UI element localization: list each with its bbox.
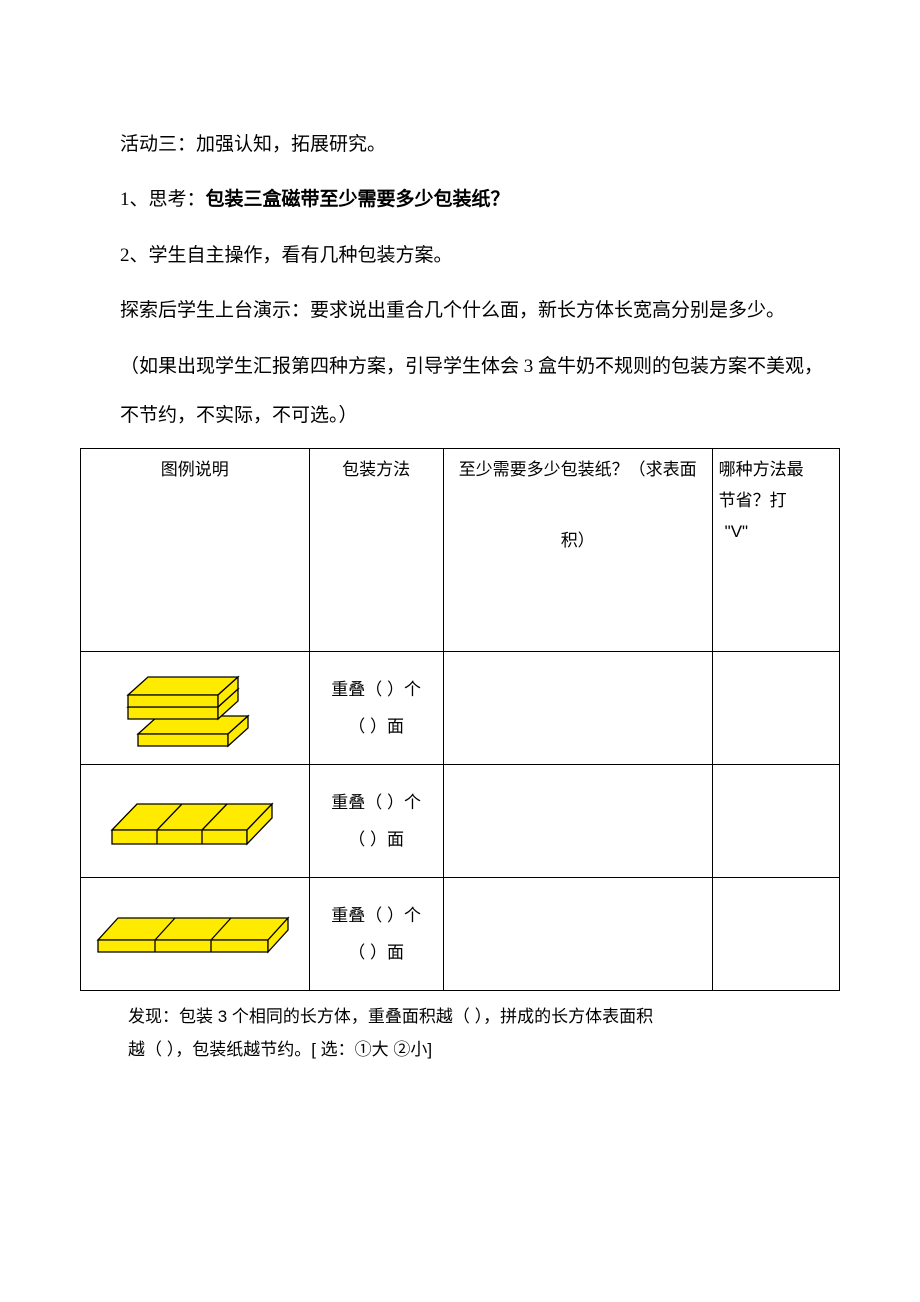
method-cell-3: 重叠（ ）个 （ ）面	[309, 878, 443, 991]
cuboid-stacked-icon	[110, 661, 280, 756]
area-cell-3	[443, 878, 712, 991]
th-best: 哪种方法最 节省？打 "V"	[712, 449, 839, 652]
th-best-l3: "V"	[719, 517, 835, 548]
best-cell-3	[712, 878, 839, 991]
question-2: 2、学生自主操作，看有几种包装方案。	[120, 231, 840, 280]
method-l1: 重叠（ ）个	[314, 897, 439, 934]
method-cell-1: 重叠（ ）个 （ ）面	[309, 652, 443, 765]
best-cell-1	[712, 652, 839, 765]
th-method: 包装方法	[309, 449, 443, 652]
method-l1: 重叠（ ）个	[314, 784, 439, 821]
q1-prefix: 1、思考：	[120, 189, 206, 210]
illus-row-long	[81, 878, 310, 991]
area-cell-1	[443, 652, 712, 765]
summary-line2: 越（ ），包装纸越节约。[ 选：①大 ②小]	[128, 1034, 800, 1066]
cuboid-row-long-icon	[90, 904, 300, 964]
th-area-l1: 至少需要多少包装纸？（求表面	[448, 455, 708, 486]
method-cell-2: 重叠（ ）个 （ ）面	[309, 765, 443, 878]
th-method-text: 包装方法	[314, 455, 439, 486]
illus-stacked	[81, 652, 310, 765]
method-l2: （ ）面	[314, 708, 439, 745]
method-l2: （ ）面	[314, 821, 439, 858]
th-best-l2: 节省？打	[719, 486, 835, 517]
th-illustration: 图例说明	[81, 449, 310, 652]
q1-bold: 包装三盒磁带至少需要多少包装纸？	[206, 189, 510, 210]
method-l2: （ ）面	[314, 934, 439, 971]
worksheet-table: 图例说明 包装方法 至少需要多少包装纸？（求表面 积） 哪种方法最 节省？打 "…	[80, 448, 840, 991]
question-1: 1、思考：包装三盒磁带至少需要多少包装纸？	[120, 175, 840, 224]
th-illus-text: 图例说明	[85, 455, 305, 486]
demo-instruction: 探索后学生上台演示：要求说出重合几个什么面，新长方体长宽高分别是多少。	[120, 286, 840, 335]
summary-block: 发现：包装 3 个相同的长方体，重叠面积越（ ），拼成的长方体表面积 越（ ），…	[128, 1001, 840, 1066]
best-cell-2	[712, 765, 839, 878]
method-l1: 重叠（ ）个	[314, 671, 439, 708]
table-header-row: 图例说明 包装方法 至少需要多少包装纸？（求表面 积） 哪种方法最 节省？打 "…	[81, 449, 840, 652]
th-area: 至少需要多少包装纸？（求表面 积）	[443, 449, 712, 652]
table-row: 重叠（ ）个 （ ）面	[81, 765, 840, 878]
table-row: 重叠（ ）个 （ ）面	[81, 878, 840, 991]
th-best-l1: 哪种方法最	[719, 455, 835, 486]
illus-row-short	[81, 765, 310, 878]
th-area-l2: 积）	[448, 526, 708, 557]
table-row: 重叠（ ）个 （ ）面	[81, 652, 840, 765]
cuboid-row-short-icon	[100, 786, 290, 856]
summary-line1: 发现：包装 3 个相同的长方体，重叠面积越（ ），拼成的长方体表面积	[128, 1001, 800, 1033]
area-cell-2	[443, 765, 712, 878]
activity-title: 活动三：加强认知，拓展研究。	[120, 120, 840, 169]
note-paragraph: （如果出现学生汇报第四种方案，引导学生体会 3 盒牛奶不规则的包装方案不美观，不…	[120, 342, 840, 441]
